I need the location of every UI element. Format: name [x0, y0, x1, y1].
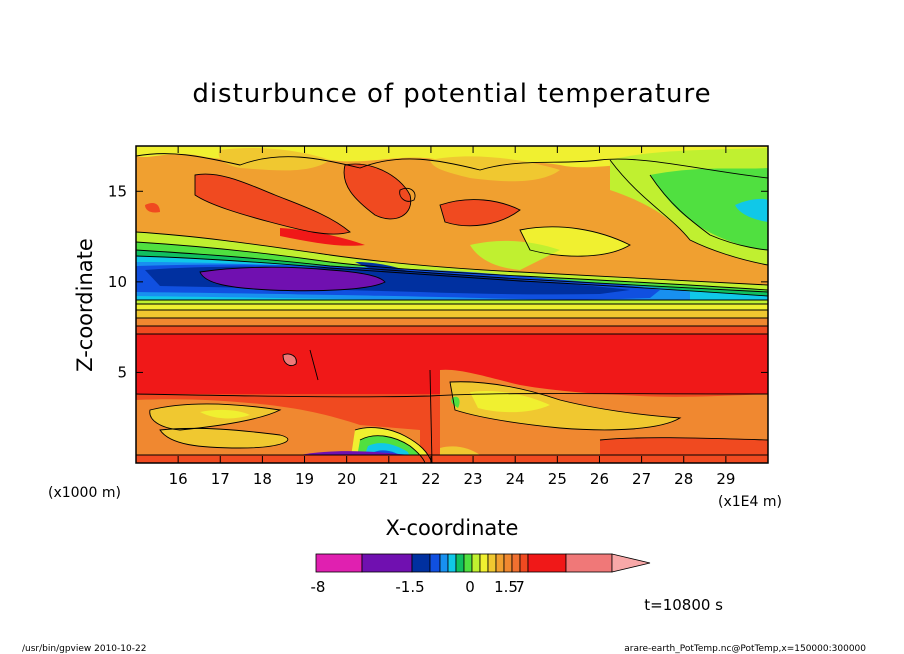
- x-tick-label: 25: [548, 470, 567, 488]
- x-tick-label: 18: [253, 470, 272, 488]
- colorbar-swatch: [361, 553, 413, 573]
- plot-frame: [135, 145, 769, 464]
- colorbar-extension: [611, 553, 651, 573]
- x-tick-label: 27: [632, 470, 651, 488]
- y-axis-label: Z-coordinate: [73, 238, 97, 372]
- footer-right: arare-earth_PotTemp.nc@PotTemp,x=150000:…: [624, 644, 866, 654]
- x-axis-label: X-coordinate: [386, 516, 519, 540]
- colorbar-swatch: [463, 553, 473, 573]
- x-tick-label: 16: [169, 470, 188, 488]
- colorbar-swatch: [479, 553, 489, 573]
- colorbar-swatch: [511, 553, 521, 573]
- colorbar-swatch: [503, 553, 513, 573]
- x-tick-label: 19: [295, 470, 314, 488]
- x-tick-label: 23: [464, 470, 483, 488]
- colorbar: -8 -1.5 0 1.57: [311, 553, 651, 596]
- colorbar-swatch: [429, 553, 441, 573]
- x-tick-label: 17: [211, 470, 230, 488]
- colorbar-swatch: [439, 553, 449, 573]
- colorbar-label: 7: [515, 578, 525, 596]
- chart-title: disturbunce of potential temperature: [192, 79, 711, 109]
- colorbar-swatch: [315, 553, 363, 573]
- contour-field: [136, 146, 768, 463]
- time-annotation: t=10800 s: [644, 596, 723, 614]
- x-tick-label: 22: [421, 470, 440, 488]
- colorbar-swatch: [455, 553, 465, 573]
- colorbar-label: 1.5: [494, 578, 518, 596]
- colorbar-label: -1.5: [395, 578, 424, 596]
- x-tick-label: 20: [337, 470, 356, 488]
- y-tick-label: 5: [117, 363, 127, 381]
- x-tick-label: 21: [379, 470, 398, 488]
- x-tick-label: 28: [674, 470, 693, 488]
- colorbar-label: -8: [311, 578, 326, 596]
- colorbar-swatch: [565, 553, 613, 573]
- x-unit-label: (x1E4 m): [718, 494, 782, 510]
- colorbar-swatch: [487, 553, 497, 573]
- y-unit-label: (x1000 m): [48, 485, 121, 501]
- footer-left: /usr/bin/gpview 2010-10-22: [22, 644, 146, 654]
- y-tick-label: 15: [108, 182, 127, 200]
- colorbar-label: 0: [465, 578, 475, 596]
- colorbar-swatch: [411, 553, 431, 573]
- x-tick-label: 26: [590, 470, 609, 488]
- colorbar-swatch: [519, 553, 529, 573]
- colorbar-swatch: [495, 553, 505, 573]
- colorbar-swatch: [447, 553, 457, 573]
- y-tick-label: 10: [108, 273, 127, 291]
- colorbar-swatch: [527, 553, 567, 573]
- colorbar-swatch: [471, 553, 481, 573]
- x-tick-label: 29: [716, 470, 735, 488]
- x-tick-label: 24: [506, 470, 525, 488]
